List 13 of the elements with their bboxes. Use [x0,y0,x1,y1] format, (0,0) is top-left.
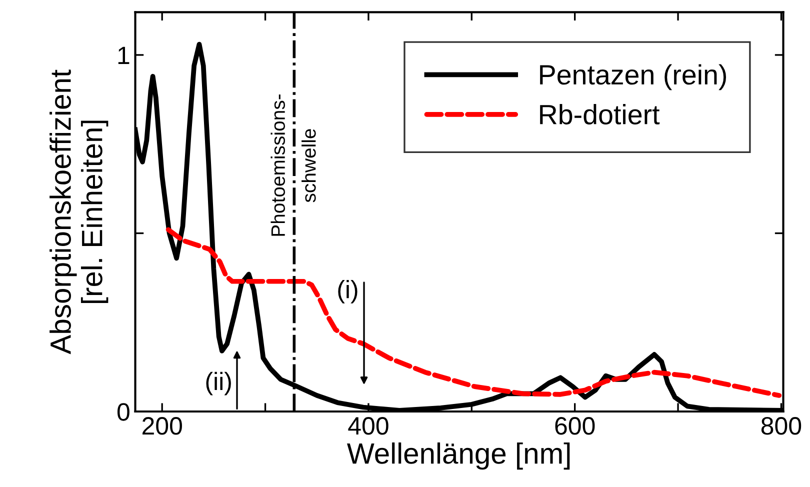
x-tick-label: 200 [142,417,182,435]
y-tick-label: 0 [117,403,130,421]
ref-line-label: Photoemissions- schwelle [270,94,316,236]
legend-label: Rb-dotiert [540,104,660,124]
legend-label: Pentazen (rein) [540,64,726,90]
annotation: (ii) [206,372,231,396]
x-tick-label: 800 [761,417,802,435]
y-axis-title: Absorptionskoeffizient [rel. Einheiten] [50,70,108,354]
x-tick-label: 400 [348,417,388,435]
x-tick-label: 600 [555,417,595,435]
annotation: (i) [338,280,358,304]
y-tick-label: 1 [118,46,130,64]
x-axis-title: Wellenlänge [nm] [346,442,570,470]
